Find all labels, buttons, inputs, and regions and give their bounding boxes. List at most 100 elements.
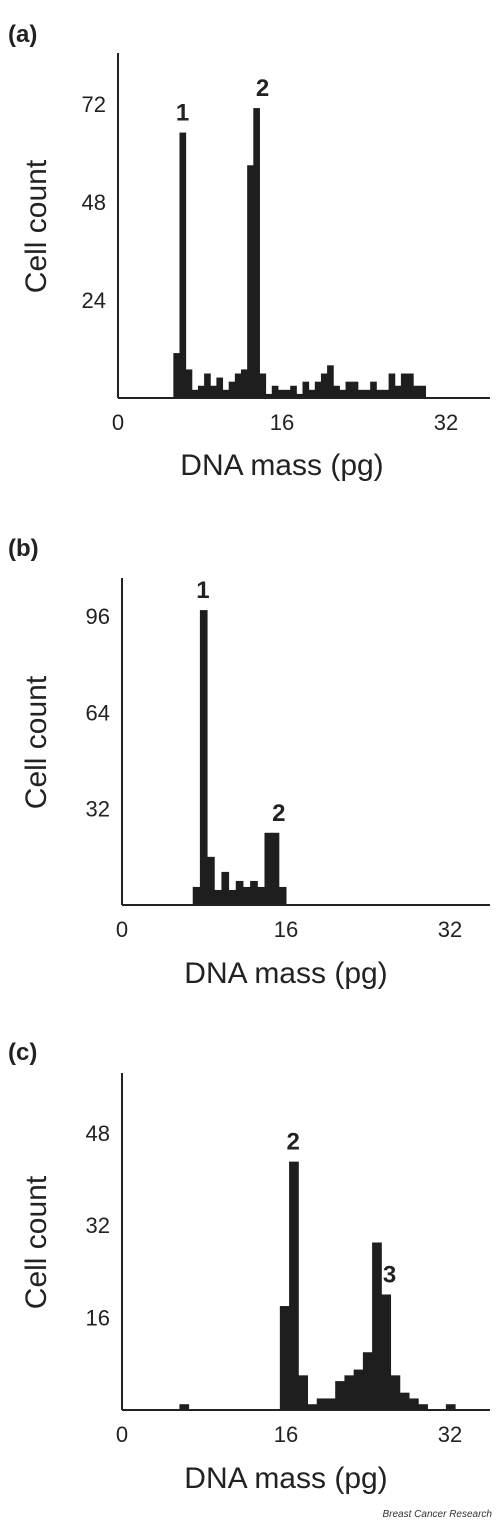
peak-label: 2: [286, 1129, 299, 1156]
histogram-bar: [221, 871, 230, 905]
histogram-bar: [388, 373, 396, 398]
histogram-bar: [271, 385, 279, 398]
histogram-bar: [250, 880, 258, 905]
chart-panel-b: (b) 32 64 96 0 16 32 1 2 DNA mass (pg) Cell count: [8, 535, 490, 990]
histogram-bar: [216, 377, 224, 398]
histogram-bar: [445, 1404, 456, 1410]
histogram-bar: [257, 886, 265, 905]
x-axis-title: DNA mass (pg): [184, 957, 387, 990]
histogram-bar: [179, 132, 187, 398]
histogram-bar: [314, 381, 322, 398]
histogram-bar: [214, 889, 222, 905]
histogram-bar: [264, 832, 273, 905]
histogram-bar: [284, 389, 291, 398]
histogram-bar: [290, 385, 297, 398]
histogram-bar: [241, 369, 248, 398]
histogram-bar: [222, 389, 230, 398]
histogram-bar: [308, 389, 316, 398]
histogram-bar: [277, 389, 285, 398]
histogram-bar: [307, 1404, 318, 1410]
histogram-bar: [278, 886, 287, 905]
histogram-bar: [381, 1294, 392, 1410]
histogram-bar: [362, 1352, 373, 1410]
x-tick-label: 0: [116, 1422, 128, 1447]
chart-panel-a: (a) 24 48 72 0 16 32 1 2 DNA mass (pg) Cell count: [8, 21, 490, 482]
histogram-bar: [419, 385, 426, 398]
y-tick-label: 64: [86, 700, 110, 725]
panel-label: (c): [8, 1039, 37, 1066]
histogram-bar: [207, 856, 215, 905]
peak-label: 1: [196, 577, 209, 604]
histogram-bar: [210, 385, 217, 398]
histogram-bar: [259, 373, 267, 398]
histogram-bar: [279, 1306, 290, 1410]
histogram-bar: [191, 389, 199, 398]
x-tick-label: 16: [274, 1422, 298, 1447]
y-axis-title: Cell count: [20, 1175, 53, 1309]
histogram-bar: [235, 880, 244, 905]
histogram-bar: [394, 385, 402, 398]
histogram-bar: [289, 1161, 299, 1410]
y-tick-label: 48: [86, 1121, 110, 1146]
panel-label: (b): [8, 535, 39, 562]
histogram-bar: [320, 373, 328, 398]
histogram-bar: [407, 373, 414, 398]
x-tick-label: 32: [438, 917, 462, 942]
y-axis-title: Cell count: [20, 159, 53, 293]
histogram-bar: [400, 373, 408, 398]
histogram-bar: [204, 373, 211, 398]
x-tick-label: 0: [112, 410, 124, 435]
histogram-bar: [271, 832, 280, 905]
x-tick-label: 0: [116, 917, 128, 942]
histogram-bar: [199, 610, 208, 905]
x-tick-label: 32: [438, 1422, 462, 1447]
journal-credit: Breast Cancer Research: [382, 1509, 493, 1520]
x-tick-label: 16: [274, 917, 298, 942]
histogram-bar: [197, 385, 205, 398]
y-tick-label: 96: [86, 604, 110, 629]
histogram-bar: [265, 393, 273, 398]
y-tick-label: 16: [86, 1306, 110, 1331]
histogram-bar: [344, 1375, 355, 1410]
histogram-bar: [399, 1392, 410, 1410]
histogram-bar: [409, 1398, 419, 1410]
histogram-bar: [173, 353, 180, 398]
histogram-bar: [247, 165, 254, 398]
histogram-bar: [351, 381, 359, 398]
histogram-bar: [353, 1369, 364, 1410]
x-axis-title: DNA mass (pg): [180, 449, 383, 482]
peak-label: 2: [256, 75, 269, 102]
histogram-bar: [228, 381, 236, 398]
y-tick-label: 32: [86, 1213, 110, 1238]
y-tick-label: 32: [86, 797, 110, 822]
histogram-bar: [298, 1375, 309, 1410]
y-tick-label: 24: [82, 288, 106, 313]
histogram-bar: [179, 1404, 190, 1410]
peak-label: 3: [383, 1261, 396, 1288]
histogram-bar: [357, 389, 365, 398]
x-tick-label: 32: [434, 410, 458, 435]
histogram-bar: [413, 385, 420, 398]
histogram-bar: [327, 365, 334, 398]
histogram-bar: [302, 381, 310, 398]
histogram-bar: [382, 389, 390, 398]
histogram-bar: [372, 1242, 382, 1410]
histogram-bar: [296, 393, 303, 398]
chart-panel-c: (c) 16 32 48 0 16 32 2 3 DNA mass (pg) Cell count: [8, 1039, 490, 1495]
histogram-bar: [242, 886, 251, 905]
histogram-bar: [339, 389, 347, 398]
x-axis-title: DNA mass (pg): [184, 1462, 387, 1495]
histogram-bar: [364, 389, 371, 398]
histogram-bar: [335, 1381, 345, 1410]
histogram-bar: [376, 389, 383, 398]
y-axis-title: Cell count: [20, 675, 53, 809]
histogram-bar: [316, 1398, 327, 1410]
histogram-bar: [234, 373, 242, 398]
histogram-bar: [390, 1375, 401, 1410]
histogram-bar: [345, 381, 353, 398]
peak-label: 1: [176, 100, 189, 127]
peak-label: 2: [272, 800, 285, 827]
x-tick-label: 16: [270, 410, 294, 435]
histogram-bar: [185, 369, 193, 398]
